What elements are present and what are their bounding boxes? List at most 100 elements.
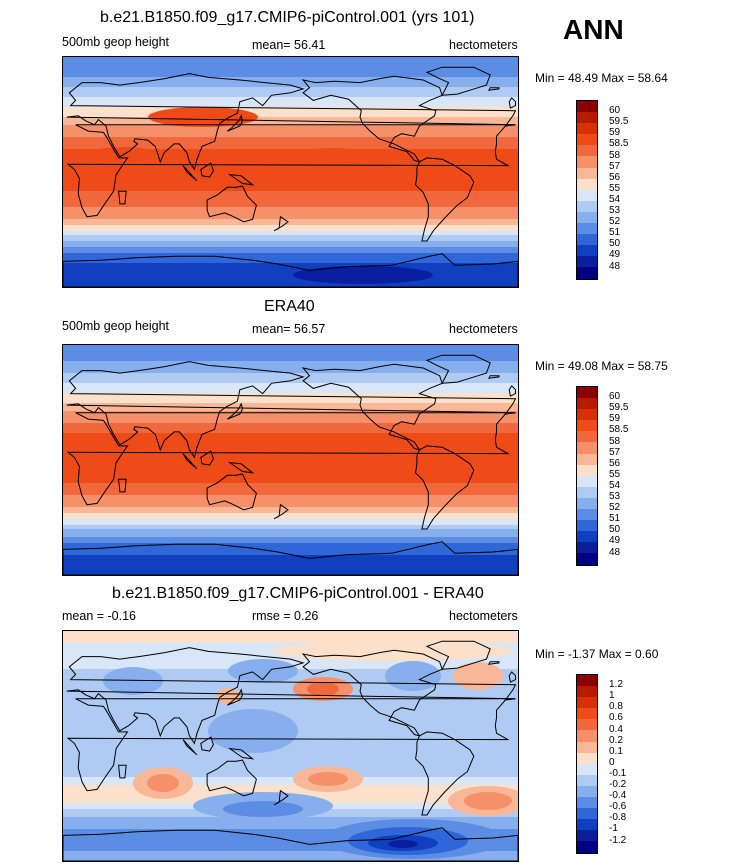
colorbar-tick-label: 53 — [609, 491, 621, 502]
contour-band — [63, 73, 518, 76]
colorbar-tick-label: -0.2 — [609, 779, 627, 790]
contour-band — [63, 859, 518, 861]
contour-band — [63, 235, 518, 238]
contour-band — [63, 465, 518, 468]
contour-band — [63, 119, 518, 122]
contour-band — [63, 417, 518, 420]
contour-band — [63, 97, 518, 100]
contour-band — [63, 691, 518, 694]
colorbar-swatch — [577, 497, 597, 510]
colorbar-tick-label: 59.5 — [609, 116, 629, 128]
contour-band — [63, 539, 518, 542]
contour-band — [63, 757, 518, 760]
panel-2-units-label: hectometers — [449, 322, 518, 336]
contour-band — [63, 837, 518, 840]
continent-outline — [118, 478, 127, 493]
contour-band — [63, 227, 518, 230]
contour-band — [63, 829, 518, 832]
colorbar-tick-label: 58 — [609, 435, 621, 447]
contour-band — [63, 99, 518, 102]
panel-3-map — [62, 630, 519, 862]
contour-band — [63, 191, 518, 194]
contour-band — [63, 67, 518, 70]
contour-band — [63, 419, 518, 422]
contour-band — [63, 487, 518, 490]
contour-band — [63, 781, 518, 784]
contour-band — [63, 513, 518, 516]
contour-band — [63, 707, 518, 710]
colorbar-swatch — [577, 475, 597, 487]
contour-cell — [147, 774, 179, 792]
contour-band — [63, 497, 518, 500]
contour-band — [63, 71, 518, 74]
contour-band — [63, 543, 518, 546]
continent-outline — [301, 649, 443, 737]
colorbar-tick-label: 53 — [609, 205, 621, 216]
contour-band — [63, 383, 518, 386]
contour-band — [63, 213, 518, 216]
contour-band — [63, 93, 518, 96]
colorbar-tick-label: 58.5 — [609, 138, 629, 150]
contour-band — [63, 679, 518, 682]
continent-outline — [488, 661, 500, 665]
contour-band — [63, 443, 518, 446]
colorbar-swatch — [577, 774, 597, 786]
continent-outline — [66, 73, 517, 171]
contour-band — [63, 777, 518, 780]
contour-band — [63, 825, 518, 828]
contour-band — [63, 471, 518, 474]
contour-band — [63, 195, 518, 198]
continent-outline — [66, 361, 517, 459]
contour-band — [63, 693, 518, 696]
colorbar-tick-label: 59 — [609, 413, 621, 425]
contour-cell — [307, 682, 339, 696]
contour-band — [63, 269, 518, 272]
contour-cell — [388, 840, 418, 848]
contour-band — [63, 687, 518, 690]
contour-band — [63, 367, 518, 370]
contour-band — [63, 551, 518, 554]
colorbar-swatch — [577, 785, 597, 798]
panel-3-minmax: Min = -1.37 Max = 0.60 — [535, 647, 659, 661]
contour-band — [63, 695, 518, 698]
contour-band — [63, 843, 518, 846]
contour-band — [63, 541, 518, 544]
colorbar-swatch — [577, 189, 597, 201]
contour-band — [63, 549, 518, 552]
continent-outline — [227, 173, 255, 186]
colorbar-tick-label: 0.4 — [609, 723, 623, 735]
contour-band — [63, 243, 518, 246]
contour-band — [63, 239, 518, 242]
contour-band — [63, 763, 518, 766]
contour-band — [63, 353, 518, 356]
contour-band — [63, 157, 518, 160]
contour-band — [63, 121, 518, 124]
contour-band — [63, 221, 518, 224]
continent-outline — [415, 731, 475, 816]
contour-band — [63, 187, 518, 190]
colorbar-tick-label: 1 — [609, 690, 615, 702]
contour-band — [63, 249, 518, 252]
contour-band — [63, 61, 518, 64]
contour-band — [63, 135, 518, 138]
contour-band — [63, 491, 518, 494]
contour-band — [63, 259, 518, 262]
contour-band — [63, 261, 518, 264]
colorbar-swatch — [577, 234, 597, 246]
contour-band — [63, 519, 518, 522]
contour-band — [63, 81, 518, 84]
contour-band — [63, 431, 518, 434]
contour-band — [63, 399, 518, 402]
contour-band — [63, 545, 518, 548]
contour-band — [63, 641, 518, 644]
continent-outline — [273, 215, 289, 232]
colorbar-tick-label: 58 — [609, 149, 621, 161]
continent-outline — [301, 363, 443, 451]
contour-band — [63, 635, 518, 638]
contour-band — [63, 569, 518, 572]
panel-3-mean-label: mean = -0.16 — [62, 609, 137, 623]
contour-band — [63, 745, 518, 748]
contour-band — [63, 273, 518, 276]
colorbar-swatch — [577, 409, 597, 421]
contour-cell — [293, 148, 373, 166]
